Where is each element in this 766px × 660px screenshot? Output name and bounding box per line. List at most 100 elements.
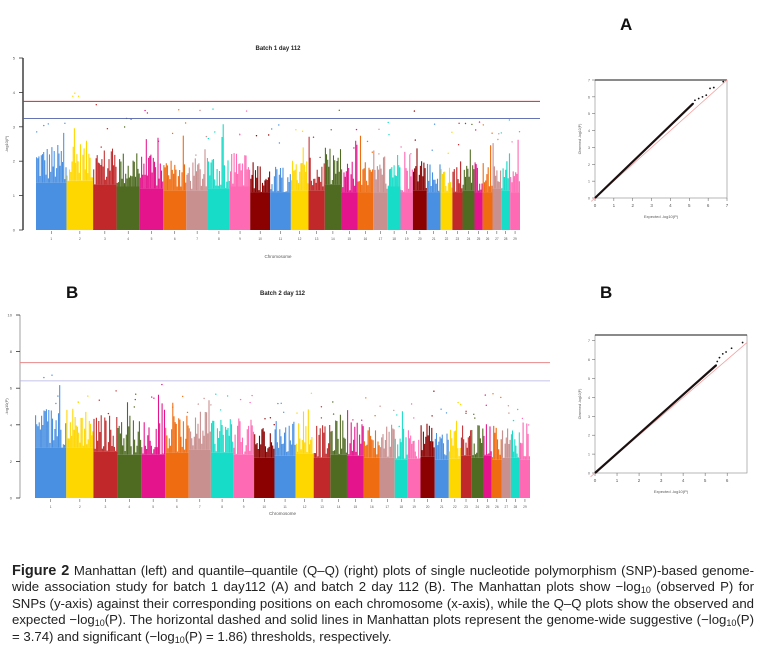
caption-subscript: 10: [174, 634, 185, 645]
snp-point: [184, 122, 187, 124]
chromosome-band-25: [474, 192, 483, 230]
snp-point: [205, 135, 208, 138]
snp-point: [251, 394, 253, 397]
x-axis-label: Expected -log10(P): [654, 489, 689, 494]
x-tick-label: 0: [594, 478, 597, 483]
snp-point: [433, 123, 436, 125]
chromosome-band-11: [270, 192, 291, 230]
chromosome-band-21: [434, 459, 449, 498]
x-tick-label: 2: [79, 237, 81, 241]
snp-point: [36, 131, 38, 133]
y-tick-label: 8: [10, 349, 13, 354]
chromosome-snps-26: [491, 425, 502, 460]
snp-point: [475, 129, 477, 131]
chromosome-snps-20: [412, 148, 427, 191]
chromosome-band-18: [387, 186, 401, 230]
chromosome-band-29: [510, 192, 520, 230]
y-tick-label: 4: [13, 90, 16, 95]
chromosome-band-28: [510, 457, 520, 498]
chromosome-band-13: [313, 457, 331, 498]
snp-point: [271, 128, 273, 130]
chromosome-snps-21: [434, 433, 449, 460]
chromosome-snps-6: [163, 135, 187, 191]
chromosome-band-26: [482, 192, 493, 230]
snp-point: [378, 128, 380, 130]
observed-points-band: [594, 364, 717, 474]
caption-text-5: (P). The horizontal dashed and solid lin…: [104, 612, 543, 628]
x-tick-label: 28: [514, 505, 518, 509]
snp-point: [87, 395, 89, 397]
snp-point: [95, 104, 98, 106]
x-tick-label: 5: [704, 478, 707, 483]
snp-point: [410, 153, 412, 155]
x-tick-label: 1: [50, 505, 52, 509]
x-tick-label: 1: [50, 237, 52, 241]
snp-point: [471, 123, 473, 126]
x-tick-label: 7: [726, 203, 729, 208]
snp-point: [197, 403, 199, 405]
chromosome-snps-11: [274, 421, 296, 456]
qq-plot-a: 0 1 2 3 4 5 6 7 0 1 2 3 4 5 6 7 Expected -log10(P) Observ…: [578, 79, 729, 220]
snp-point: [484, 394, 486, 396]
x-tick-label: 12: [298, 237, 302, 241]
snp-point: [215, 393, 217, 395]
chromosome-snps-12: [290, 147, 309, 191]
chromosome-snps-27: [492, 143, 502, 189]
snp-point: [98, 399, 101, 401]
x-tick-label: 1: [616, 478, 619, 483]
chromosome-snps-10: [254, 428, 275, 458]
snp-point: [507, 405, 510, 407]
y-tick-label: 3: [588, 415, 590, 419]
snp-point: [398, 425, 400, 428]
x-tick-label: 3: [650, 203, 653, 208]
snp-point: [482, 124, 484, 126]
chromosome-snps-5: [141, 394, 166, 455]
observed-tail-point: [712, 86, 715, 89]
chromosome-snps-29: [510, 139, 520, 193]
snp-point: [64, 122, 66, 125]
chromosome-band-9: [233, 454, 255, 498]
snp-point: [133, 406, 135, 408]
chromosome-snps-15: [341, 140, 358, 193]
chromosome-snps-3: [93, 415, 118, 452]
chromosome-snps-1: [36, 132, 67, 183]
x-tick-label: 7: [199, 505, 201, 509]
snp-point: [310, 392, 313, 394]
snp-point: [255, 135, 258, 137]
snp-point: [365, 397, 367, 399]
chromosome-snps-16: [357, 135, 374, 193]
snp-point: [295, 129, 297, 131]
snp-point: [393, 409, 395, 412]
snp-point: [153, 397, 155, 399]
x-tick-label: 10: [263, 505, 267, 509]
chromosome-band-9: [229, 186, 251, 230]
chromosome-band-22: [448, 458, 461, 498]
snp-point: [387, 121, 389, 124]
x-tick-label: 26: [495, 505, 499, 509]
x-tick-label: 18: [399, 505, 403, 509]
chromosome-band-10: [250, 192, 271, 230]
x-tick-label: 27: [505, 505, 509, 509]
y-tick-label: 5: [588, 112, 590, 116]
observed-tail-point: [730, 347, 733, 350]
chromosome-snps-6: [165, 402, 189, 453]
snp-point: [500, 396, 502, 399]
snp-point: [115, 390, 117, 392]
chromosome-band-12: [295, 453, 314, 498]
y-tick-label: 2: [588, 434, 590, 438]
chromosome-band-4: [116, 186, 140, 230]
chromosome-snps-13: [308, 136, 325, 191]
panel-label-qq-b: B: [600, 283, 613, 302]
snp-point: [457, 401, 459, 404]
snp-point: [134, 398, 136, 401]
chromosome-band-1: [35, 447, 67, 498]
y-tick-label: 1: [588, 453, 590, 457]
snp-point: [352, 419, 354, 421]
snp-point: [459, 403, 462, 406]
chromosome-snps-16: [363, 427, 380, 458]
y-tick-label: 4: [10, 422, 13, 427]
y-axis-label: -log10(P): [4, 135, 9, 152]
caption-text-1: Manhattan (left) and quantile–quantile (…: [73, 563, 698, 578]
